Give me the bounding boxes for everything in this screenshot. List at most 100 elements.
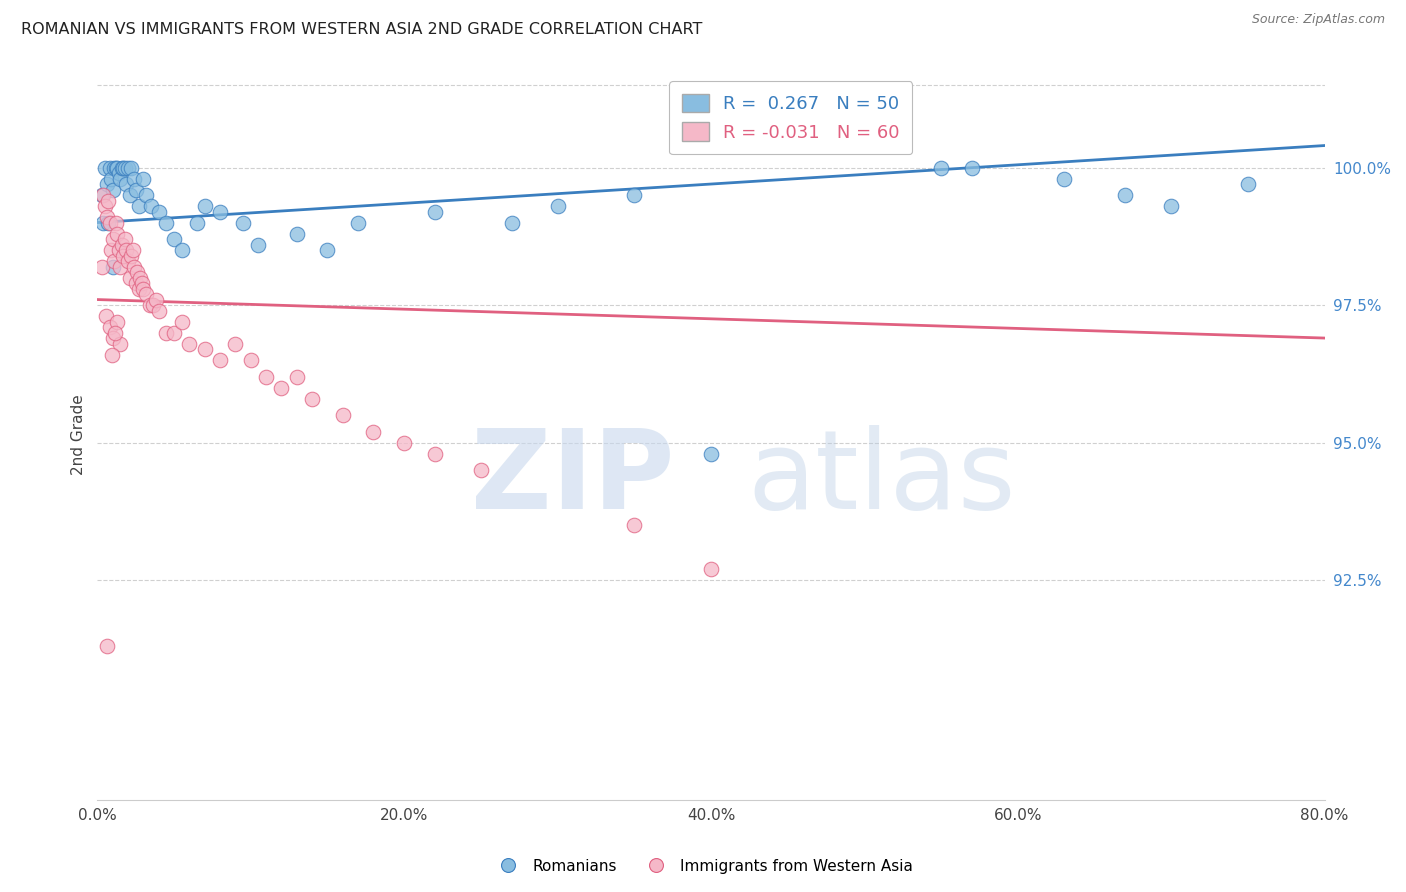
Legend: R =  0.267   N = 50, R = -0.031   N = 60: R = 0.267 N = 50, R = -0.031 N = 60 xyxy=(669,81,912,154)
Point xyxy=(104,215,127,229)
Point xyxy=(148,204,170,219)
Point xyxy=(97,194,120,208)
Point xyxy=(94,309,117,323)
Point xyxy=(112,248,135,262)
Point xyxy=(179,336,201,351)
Point xyxy=(91,188,114,202)
Point xyxy=(239,353,262,368)
Point xyxy=(128,281,150,295)
Point xyxy=(316,243,339,257)
Text: atlas: atlas xyxy=(748,425,1017,532)
Point xyxy=(104,326,127,340)
Point xyxy=(138,298,160,312)
Point xyxy=(104,161,127,175)
Point xyxy=(111,161,134,175)
Point xyxy=(232,215,254,229)
Point xyxy=(101,182,124,196)
Point xyxy=(93,215,115,229)
Point xyxy=(347,215,370,229)
Point xyxy=(135,188,157,202)
Point xyxy=(93,188,115,202)
Point xyxy=(163,326,186,340)
Point xyxy=(132,171,155,186)
Point xyxy=(96,177,118,191)
Point xyxy=(700,562,723,576)
Point xyxy=(139,199,162,213)
Point xyxy=(623,188,645,202)
Point xyxy=(148,303,170,318)
Point xyxy=(115,177,138,191)
Point xyxy=(155,215,177,229)
Point xyxy=(101,232,124,246)
Point xyxy=(960,161,983,175)
Point xyxy=(100,320,122,334)
Point xyxy=(501,215,523,229)
Point xyxy=(108,166,131,180)
Point xyxy=(135,287,157,301)
Point xyxy=(127,265,149,279)
Point xyxy=(363,425,385,439)
Point xyxy=(122,260,145,274)
Point xyxy=(122,171,145,186)
Point xyxy=(110,171,132,186)
Point xyxy=(155,326,177,340)
Point xyxy=(209,353,232,368)
Point xyxy=(128,199,150,213)
Point xyxy=(120,248,142,262)
Point xyxy=(224,336,246,351)
Point xyxy=(103,254,125,268)
Point xyxy=(120,161,142,175)
Point xyxy=(186,215,208,229)
Point xyxy=(423,447,446,461)
Point xyxy=(1053,171,1076,186)
Point xyxy=(121,243,143,257)
Point xyxy=(132,281,155,295)
Point xyxy=(247,237,270,252)
Point xyxy=(1237,177,1260,191)
Point xyxy=(101,347,124,361)
Point xyxy=(254,369,277,384)
Point xyxy=(105,314,128,328)
Point xyxy=(470,463,492,477)
Point xyxy=(118,270,141,285)
Point xyxy=(547,199,569,213)
Text: ROMANIAN VS IMMIGRANTS FROM WESTERN ASIA 2ND GRADE CORRELATION CHART: ROMANIAN VS IMMIGRANTS FROM WESTERN ASIA… xyxy=(21,22,703,37)
Point xyxy=(301,392,323,406)
Point xyxy=(170,314,193,328)
Point xyxy=(114,161,136,175)
Point xyxy=(91,260,114,274)
Point xyxy=(94,199,117,213)
Point xyxy=(96,210,118,224)
Point xyxy=(131,276,153,290)
Point xyxy=(142,298,165,312)
Point xyxy=(115,243,138,257)
Point xyxy=(110,260,132,274)
Point xyxy=(194,342,217,356)
Point xyxy=(129,270,152,285)
Text: ZIP: ZIP xyxy=(471,425,675,532)
Point xyxy=(108,336,131,351)
Point xyxy=(163,232,186,246)
Point xyxy=(285,227,308,241)
Point xyxy=(270,381,292,395)
Point xyxy=(1114,188,1136,202)
Point xyxy=(114,232,136,246)
Point xyxy=(100,243,122,257)
Point xyxy=(332,408,354,422)
Point xyxy=(96,639,118,653)
Point xyxy=(111,237,134,252)
Point xyxy=(100,171,122,186)
Point xyxy=(103,161,125,175)
Point xyxy=(392,435,415,450)
Point xyxy=(423,204,446,219)
Y-axis label: 2nd Grade: 2nd Grade xyxy=(72,394,86,475)
Point xyxy=(170,243,193,257)
Point xyxy=(145,293,167,307)
Legend: Romanians, Immigrants from Western Asia: Romanians, Immigrants from Western Asia xyxy=(486,853,920,880)
Point xyxy=(97,215,120,229)
Text: Source: ZipAtlas.com: Source: ZipAtlas.com xyxy=(1251,13,1385,27)
Point xyxy=(98,215,121,229)
Point xyxy=(108,243,131,257)
Point xyxy=(125,276,148,290)
Point xyxy=(117,254,139,268)
